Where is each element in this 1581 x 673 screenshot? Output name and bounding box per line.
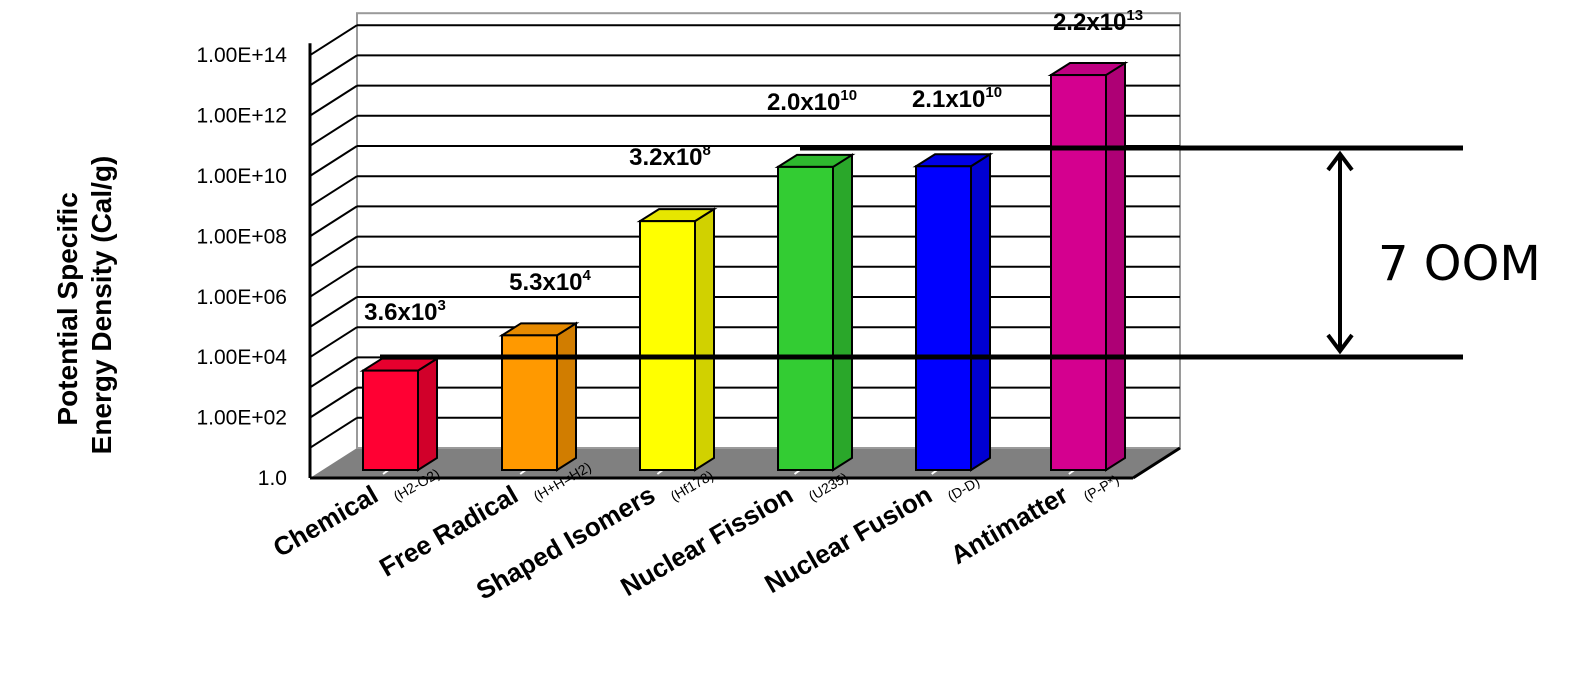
y-tick-label: 1.00E+06 [196, 286, 287, 309]
y-tick-label: 1.00E+10 [196, 165, 287, 188]
bar-front [915, 165, 972, 471]
chart-walls [308, 12, 1181, 480]
chart-floor [310, 448, 1180, 478]
data-label-exponent: 8 [703, 142, 711, 159]
oom-arrow-head-up [1326, 150, 1354, 172]
data-label-base: 2.1x10 [912, 86, 985, 113]
bar-side [970, 152, 991, 472]
bar-side [694, 207, 715, 472]
oom-annotation: 7 OOM [380, 145, 1541, 360]
bar-front [639, 220, 696, 471]
bar-nuclear-fusion [912, 152, 994, 472]
data-label-base: 3.2x10 [629, 144, 702, 171]
gridline-diagonal [309, 356, 358, 389]
data-label-exponent: 10 [840, 87, 857, 104]
bar-side [556, 321, 577, 472]
gridline-diagonal [309, 205, 358, 238]
bars [359, 61, 1129, 472]
bar-chemical [359, 356, 441, 472]
y-tick-label: 1.00E+14 [196, 44, 287, 67]
y-tick-label: 1.0 [258, 467, 287, 490]
y-tick-labels: 1.0 1.00E+02 1.00E+04 1.00E+06 1.00E+08 1.00E… [196, 44, 287, 490]
y-tick-label: 1.00E+12 [196, 105, 287, 128]
data-label-base: 3.6x10 [364, 299, 437, 326]
gridline-diagonal [309, 84, 358, 117]
gridline-diagonal [309, 145, 358, 177]
data-label: 5.3x104 [509, 267, 591, 296]
gridline-diagonal [309, 175, 358, 208]
gridline-diagonal [309, 265, 358, 298]
gridline-diagonal [309, 24, 358, 57]
floor-edge [1132, 446, 1181, 480]
gridline-diagonal [309, 326, 358, 359]
bar-side [832, 153, 853, 472]
data-label-exponent: 4 [583, 267, 592, 284]
bar-free-radical [498, 321, 580, 472]
oom-label: 7 OOM [1378, 236, 1541, 292]
gridline-diagonal [309, 114, 358, 147]
y-axis-label-line-2: Energy Density (Cal/g) [86, 156, 117, 455]
data-label-base: 2.0x10 [767, 89, 840, 116]
gridline-diagonal [309, 416, 358, 449]
data-label: 3.6x103 [364, 297, 446, 326]
data-label-base: 2.2x10 [1053, 9, 1126, 36]
bar-front [777, 165, 834, 471]
data-label: 3.2x108 [629, 142, 711, 171]
bar-front [1050, 74, 1107, 471]
bar-front [362, 369, 419, 472]
gridline-diagonal [309, 54, 358, 87]
y-tick-label: 1.00E+08 [196, 225, 287, 248]
gridline-diagonal [309, 235, 358, 268]
data-label-exponent: 13 [1126, 7, 1143, 24]
gridline-diagonal [309, 386, 358, 419]
data-label-base: 5.3x10 [509, 269, 582, 296]
bar-nuclear-fission [774, 153, 856, 472]
y-tick-label: 1.00E+04 [196, 346, 287, 369]
data-label: 2.1x1010 [912, 84, 1002, 113]
y-tick-label: 1.00E+02 [196, 407, 287, 430]
category-name: Chemical [268, 479, 383, 563]
y-axis-label: Potential Specific Energy Density (Cal/g… [52, 156, 117, 455]
bar-side [1105, 61, 1126, 472]
data-label: 2.2x1013 [1053, 7, 1143, 36]
data-label: 2.0x1010 [767, 87, 857, 116]
data-label-exponent: 10 [985, 84, 1002, 101]
y-axis-label-line-1: Potential Specific [52, 192, 83, 425]
bar-shaped-isomers [636, 207, 718, 472]
back-wall [356, 12, 1181, 449]
grid-lines [309, 24, 1180, 449]
data-label-exponent: 3 [438, 297, 446, 314]
oom-arrow-head-down [1326, 333, 1354, 355]
gridline-diagonal [309, 296, 358, 328]
bar-side [417, 356, 438, 472]
bar-antimatter [1047, 61, 1129, 472]
